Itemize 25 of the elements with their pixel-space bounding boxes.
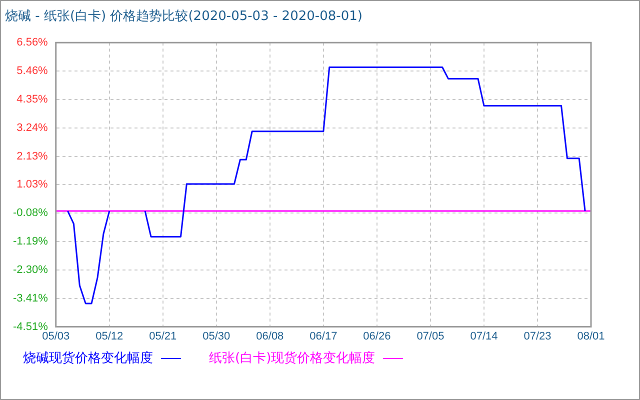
- y-tick-label: 4.35%: [16, 93, 48, 106]
- legend-label: 烧碱现货价格变化幅度: [23, 350, 153, 367]
- y-tick-label: -1.19%: [12, 236, 48, 248]
- x-tick-label: 06/17: [310, 330, 338, 342]
- x-tick-label: 06/08: [256, 330, 284, 342]
- y-tick-label: 1.03%: [16, 178, 48, 191]
- y-tick-label: 5.46%: [16, 64, 48, 77]
- y-tick-label: -2.30%: [12, 264, 48, 276]
- x-tick-label: 07/05: [416, 330, 444, 342]
- chart-title: 烧碱 - 纸张(白卡) 价格趋势比较(2020-05-03 - 2020-08-01): [5, 9, 362, 24]
- y-tick-label: 3.24%: [16, 122, 48, 134]
- x-tick-label: 06/26: [363, 330, 391, 342]
- y-tick-label: 2.13%: [16, 150, 48, 162]
- y-tick-label: 6.56%: [16, 36, 48, 49]
- y-tick-label: -3.41%: [12, 292, 48, 305]
- x-tick-label: 05/03: [42, 330, 70, 342]
- x-tick-label: 08/01: [577, 330, 605, 342]
- x-tick-label: 05/21: [149, 330, 177, 342]
- x-tick-label: 05/30: [202, 330, 230, 342]
- x-tick-label: 05/12: [96, 330, 124, 342]
- y-tick-label: -4.51%: [12, 320, 48, 333]
- x-tick-label: 07/23: [524, 330, 552, 342]
- legend-label: 纸张(白卡)现货价格变化幅度: [209, 350, 376, 367]
- x-tick-label: 07/14: [470, 330, 498, 342]
- y-tick-label: -0.08%: [12, 207, 48, 220]
